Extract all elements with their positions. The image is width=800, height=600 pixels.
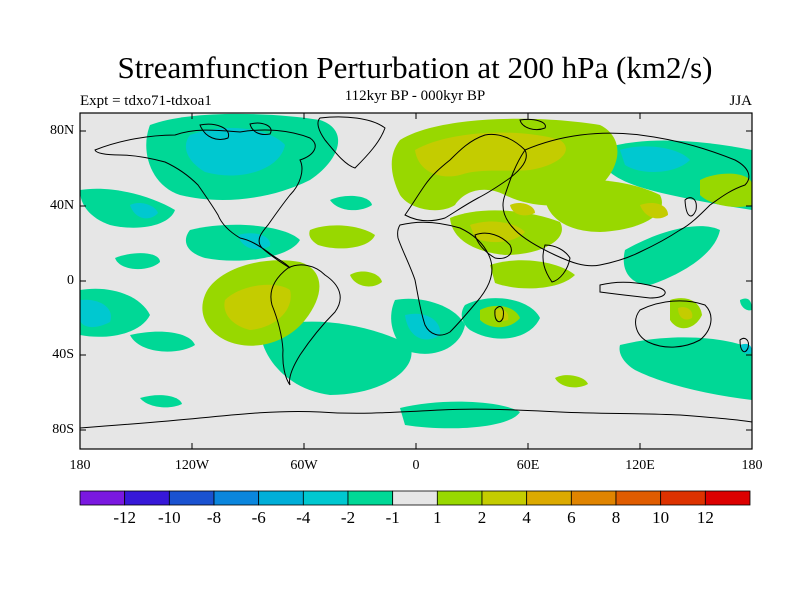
legend-label: -2 [340,508,356,527]
australia-coast [635,300,712,348]
asia-coast [502,132,750,267]
south-pacific-core [80,299,111,328]
legend-box [615,490,662,506]
legend-label: 8 [611,508,621,527]
experiment-label: Expt = tdxo71-tdxoa1 [80,93,212,109]
legend-box [213,490,260,506]
tropical-pacific-blob [115,253,160,270]
plot-subtitle: 112kyr BP - 000kyr BP [344,88,486,104]
south-atlantic-wave [260,321,412,395]
legend-label: -1 [385,508,400,527]
map-area [80,113,752,449]
legend-label: -4 [296,508,311,527]
legend-box [481,490,528,506]
lat-label-80n: 80N [50,123,75,138]
australia-south-negative [619,337,752,400]
madagascar-core [494,309,509,321]
southeast-pacific-blob [130,331,195,352]
east-asia-positive [700,173,752,207]
plot-title: Streamfunction Perturbation at 200 hPa (… [117,50,713,85]
legend-label: 10 [652,508,670,527]
lon-label-120e: 120E [625,458,655,473]
legend-box [124,490,170,506]
lon-label-0: 0 [412,458,420,473]
west-pacific-small [740,298,752,311]
lat-label-40n: 40N [50,198,75,213]
legend-box [302,490,349,506]
north-america-core [185,127,285,176]
legend-box [436,490,483,506]
arctic-islands [199,119,546,140]
legend-label: 4 [522,508,531,527]
lon-label-180w: 180 [69,458,91,473]
lon-label-180e: 180 [741,458,763,473]
antarctica-coast [80,408,752,429]
legend-box [392,490,438,506]
axis-ticks [79,113,753,449]
lon-label-60w: 60W [290,458,318,473]
legend-box [660,490,706,506]
negative-anomaly-fields [80,113,752,429]
eurasia-core [415,132,566,177]
lon-label-60e: 60E [516,458,540,473]
west-pacific-negative [623,226,720,285]
legend-box [570,490,617,506]
east-pacific-negative [80,188,175,228]
legend-box [79,490,126,506]
legend-label: 2 [477,508,487,527]
legend-box [258,490,304,506]
legend-box [347,490,394,506]
legend-label: 6 [567,508,576,527]
asia-pacific-positive [544,179,662,232]
lon-label-120w: 120W [174,458,210,473]
indian-small [555,375,588,388]
legend-label: 12 [696,508,714,527]
north-atlantic-positive [400,176,460,200]
color-legend [79,490,751,506]
greenland-coast [317,116,386,169]
indonesia-coast [599,281,666,299]
lat-label-40s: 40S [52,347,74,362]
legend-label: 1 [433,508,442,527]
legend-label: -8 [206,508,222,527]
new-zealand-coast [739,337,749,353]
legend-label: -12 [113,508,136,527]
asia-pacific-core [640,203,668,219]
central-america-core [238,233,271,250]
legend-box [168,490,215,506]
lat-label-80s: 80S [52,422,74,437]
season-label: JJA [729,93,752,109]
east-pacific-core [130,202,158,219]
africa-west-positive [350,271,382,287]
southeast-pacific-south [140,395,182,408]
india-coast [542,244,571,283]
coastlines [80,116,752,429]
atlantic-positive [309,225,375,249]
madagascar-coast [494,306,504,323]
legend-box [526,490,572,506]
japan-coast [684,197,697,217]
africa-coast [397,221,493,336]
south-america-core [224,284,291,330]
positive-anomaly-fields [202,118,752,346]
tibet-core [510,202,535,216]
north-atlantic-blob [330,195,372,211]
north-pacific-core [620,146,690,172]
lat-label-eq: 0 [67,273,74,288]
legend-box [704,490,751,506]
south-america-coast [270,264,341,386]
arabia-coast [474,232,512,259]
southern-ocean-band [400,401,520,429]
australia-core [678,307,693,320]
legend-label: -10 [157,508,181,527]
legend-label: -6 [251,508,266,527]
